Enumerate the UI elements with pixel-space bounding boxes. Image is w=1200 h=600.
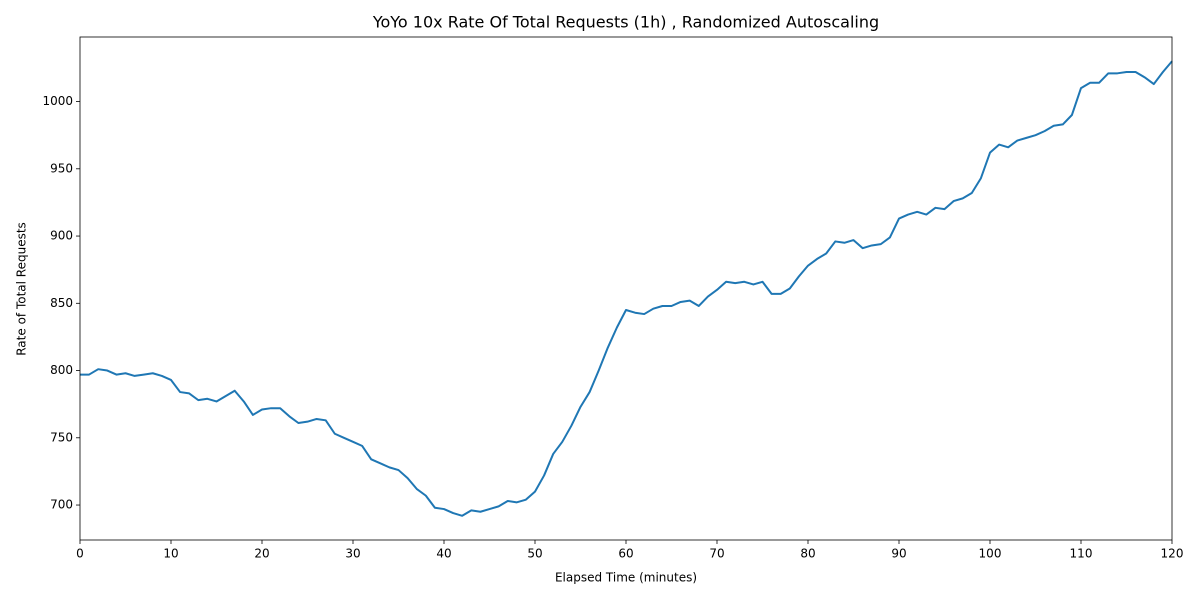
x-tick-label: 110 [1070, 547, 1093, 561]
y-tick-label: 750 [50, 430, 73, 444]
y-tick-label: 700 [50, 498, 73, 512]
chart-title: YoYo 10x Rate Of Total Requests (1h) , R… [372, 13, 879, 32]
x-tick-label: 100 [979, 547, 1002, 561]
x-tick-label: 80 [800, 547, 815, 561]
x-tick-label: 90 [891, 547, 906, 561]
y-axis-label: Rate of Total Requests [15, 222, 29, 356]
x-tick-label: 20 [254, 547, 269, 561]
x-tick-label: 30 [345, 547, 360, 561]
y-tick-label: 950 [50, 161, 73, 175]
y-tick-label: 1000 [42, 94, 73, 108]
data-line [80, 60, 1173, 517]
x-tick-label: 40 [436, 547, 451, 561]
plot-frame [79, 36, 1173, 541]
x-tick-label: 10 [163, 547, 178, 561]
x-tick-label: 50 [527, 547, 542, 561]
x-axis-label: Elapsed Time (minutes) [555, 571, 697, 585]
x-tick-label: 60 [618, 547, 633, 561]
x-tick-label: 70 [709, 547, 724, 561]
y-tick-label: 900 [50, 229, 73, 243]
x-tick-label: 0 [76, 547, 84, 561]
y-tick-label: 800 [50, 363, 73, 377]
x-tick-label: 120 [1161, 547, 1184, 561]
y-tick-label: 850 [50, 296, 73, 310]
